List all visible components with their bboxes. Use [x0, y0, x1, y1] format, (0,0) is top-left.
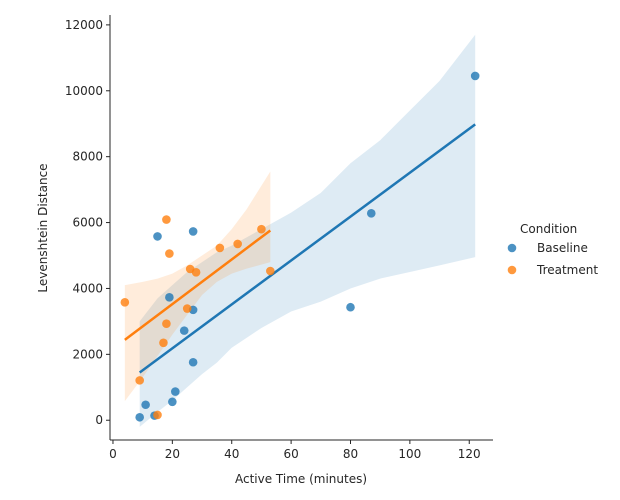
legend: Condition Baseline Treatment — [507, 222, 598, 277]
baseline-regression-line — [138, 123, 476, 374]
baseline-point — [135, 412, 144, 422]
treatment-point — [266, 266, 275, 276]
treatment-legend-marker — [507, 265, 517, 275]
baseline-point — [153, 232, 162, 241]
x-tick-label: 80 — [343, 447, 358, 461]
y-tick-label: 4000 — [72, 281, 103, 295]
data-points — [120, 71, 480, 422]
treatment-legend-label: Treatment — [536, 263, 598, 277]
baseline-point — [188, 227, 198, 236]
treatment-point — [165, 249, 174, 258]
baseline-point — [141, 400, 150, 410]
baseline-point — [346, 302, 355, 312]
baseline-point — [165, 293, 174, 302]
treatment-point — [120, 297, 130, 307]
treatment-point — [159, 338, 168, 348]
x-ticks: 0 20 40 60 80 100 120 — [109, 440, 481, 461]
treatment-point — [233, 239, 242, 249]
legend-title: Condition — [520, 222, 577, 236]
treatment-point — [153, 410, 162, 420]
y-tick-label: 12000 — [65, 18, 103, 32]
treatment-point — [182, 304, 192, 313]
x-tick-label: 120 — [458, 447, 481, 461]
treatment-point — [215, 243, 225, 253]
treatment-point — [162, 319, 171, 329]
baseline-legend-label: Baseline — [537, 241, 588, 255]
x-tick-label: 0 — [109, 447, 117, 461]
x-tick-label: 20 — [165, 447, 180, 461]
treatment-point — [191, 268, 201, 277]
y-ticks: 0 2000 4000 6000 8000 10000 12000 — [65, 18, 110, 427]
y-axis-label: Levenshtein Distance — [36, 163, 50, 292]
treatment-point — [257, 224, 266, 234]
baseline-point — [179, 326, 189, 335]
y-tick-label: 6000 — [72, 216, 103, 230]
treatment-point — [162, 215, 171, 224]
treatment-regression-line — [124, 229, 272, 341]
x-axis-label: Active Time (minutes) — [235, 472, 367, 486]
y-tick-label: 8000 — [72, 150, 103, 164]
y-tick-label: 10000 — [65, 84, 103, 98]
x-tick-label: 100 — [398, 447, 421, 461]
x-tick-label: 40 — [224, 447, 239, 461]
baseline-point — [366, 209, 376, 218]
y-tick-label: 0 — [95, 413, 103, 427]
baseline-legend-marker — [507, 243, 517, 253]
baseline-point — [168, 397, 177, 407]
baseline-point — [470, 71, 480, 81]
baseline-point — [188, 357, 198, 367]
baseline-point — [171, 387, 180, 396]
baseline-confidence-band — [139, 34, 476, 427]
confidence-bands — [124, 34, 476, 427]
treatment-point — [135, 376, 144, 385]
x-tick-label: 60 — [283, 447, 298, 461]
regression-lines — [124, 123, 476, 374]
axes — [109, 15, 493, 441]
y-tick-label: 2000 — [72, 347, 103, 361]
